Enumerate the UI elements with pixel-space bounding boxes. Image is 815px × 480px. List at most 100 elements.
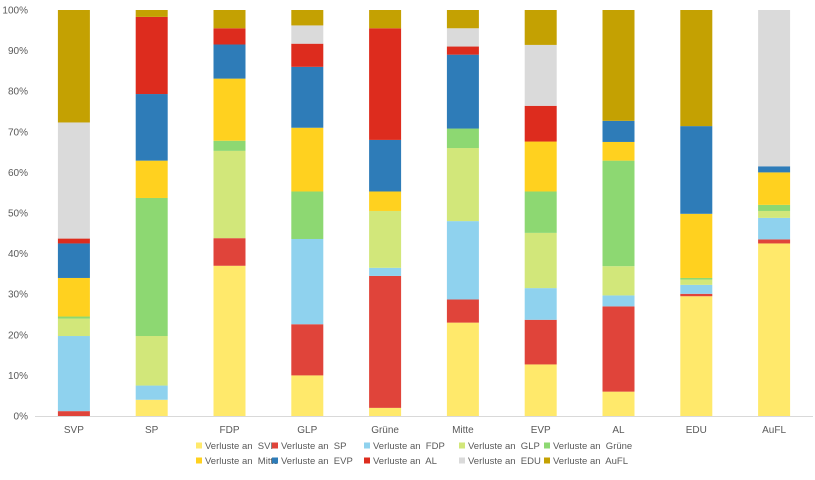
bar-segment — [57, 411, 90, 416]
bar-segment — [213, 265, 246, 416]
legend-label: Verluste an AL — [373, 456, 437, 467]
bar-segment — [758, 210, 791, 218]
bar-segment — [369, 10, 402, 29]
bar-segment — [446, 322, 479, 416]
bar-segment — [524, 10, 557, 45]
bar-segment — [57, 238, 90, 244]
y-tick-label: 80% — [8, 87, 28, 98]
bar-segment — [758, 243, 791, 416]
bar-stack — [758, 10, 791, 416]
bar-segment — [135, 197, 168, 337]
bar-segment — [602, 295, 635, 307]
x-tick-label: SVP — [64, 425, 84, 436]
legend-swatch — [544, 457, 550, 464]
bar-segment — [135, 94, 168, 161]
bar-segment — [369, 191, 402, 211]
bar-segment — [602, 141, 635, 161]
bar-segment — [57, 318, 90, 337]
bar-segment — [758, 166, 791, 173]
legend-item: Verluste an SP — [272, 441, 346, 452]
y-tick-label: 70% — [8, 127, 28, 138]
legend-swatch — [364, 457, 370, 464]
bar-segment — [57, 122, 90, 239]
legend-swatch — [196, 442, 202, 449]
bar-segment — [291, 191, 324, 239]
legend-item: Verluste an SVP — [196, 441, 277, 452]
bar-segment — [135, 160, 168, 198]
bar-segment — [602, 10, 635, 121]
bar-segment — [680, 213, 713, 278]
legend-item: Verluste an Grüne — [544, 441, 632, 452]
y-tick-label: 90% — [8, 46, 28, 57]
bar-segment — [758, 239, 791, 244]
y-tick-label: 30% — [8, 290, 28, 301]
bar-segment — [524, 44, 557, 106]
x-tick-label: EDU — [686, 425, 707, 436]
bar-segment — [291, 238, 324, 325]
x-axis: SVP SP FDP GLP Grüne Mitte EVP AL EDU AuFL — [64, 425, 787, 436]
bar-segment — [57, 10, 90, 123]
bars — [57, 10, 791, 416]
bar-segment — [213, 238, 246, 266]
bar-segment — [135, 385, 168, 400]
bar-stack — [213, 10, 246, 416]
legend-item: Verluste an Mitte — [196, 456, 278, 467]
bar-segment — [524, 105, 557, 142]
legend-swatch — [272, 457, 278, 464]
legend-label: Verluste an GLP — [468, 441, 540, 452]
bar-segment — [524, 191, 557, 233]
x-tick-label: AuFL — [762, 425, 786, 436]
bar-segment — [291, 127, 324, 192]
y-tick-label: 50% — [8, 209, 28, 220]
bar-segment — [291, 66, 324, 128]
bar-segment — [213, 150, 246, 239]
bar-segment — [680, 279, 713, 285]
bar-segment — [213, 44, 246, 79]
bar-segment — [758, 172, 791, 205]
y-tick-label: 40% — [8, 249, 28, 260]
x-tick-label: GLP — [297, 425, 317, 436]
legend-label: Verluste an AuFL — [553, 456, 628, 467]
bar-segment — [602, 391, 635, 416]
bar-segment — [524, 288, 557, 320]
bar-stack — [524, 10, 557, 416]
x-tick-label: FDP — [220, 425, 240, 436]
bar-segment — [680, 296, 713, 416]
bar-segment — [57, 243, 90, 278]
bar-segment — [446, 299, 479, 323]
legend-item: Verluste an FDP — [364, 441, 445, 452]
bar-segment — [213, 140, 246, 151]
bar-stack — [602, 10, 635, 416]
bar-segment — [758, 10, 791, 167]
bar-segment — [524, 141, 557, 192]
bar-segment — [446, 148, 479, 222]
y-tick-label: 100% — [2, 6, 28, 17]
bar-segment — [213, 28, 246, 45]
bar-stack — [57, 10, 90, 416]
legend-label: Verluste an SP — [281, 441, 346, 452]
y-tick-label: 10% — [8, 371, 28, 382]
x-tick-label: Grüne — [371, 425, 399, 436]
bar-segment — [446, 46, 479, 55]
x-tick-label: SP — [145, 425, 159, 436]
bar-segment — [369, 407, 402, 416]
bar-segment — [524, 319, 557, 365]
bar-segment — [446, 221, 479, 300]
bar-segment — [135, 399, 168, 416]
x-tick-label: Mitte — [452, 425, 474, 436]
bar-segment — [524, 364, 557, 416]
bar-segment — [135, 336, 168, 386]
y-tick-label: 60% — [8, 168, 28, 179]
bar-segment — [369, 210, 402, 268]
legend-swatch — [364, 442, 370, 449]
legend-label: Verluste an EVP — [281, 456, 353, 467]
y-tick-label: 0% — [14, 412, 29, 423]
bar-segment — [446, 54, 479, 129]
bar-segment — [602, 160, 635, 267]
bar-segment — [602, 266, 635, 296]
legend-label: Verluste an EDU — [468, 456, 541, 467]
x-tick-label: EVP — [531, 425, 551, 436]
bar-segment — [57, 336, 90, 412]
